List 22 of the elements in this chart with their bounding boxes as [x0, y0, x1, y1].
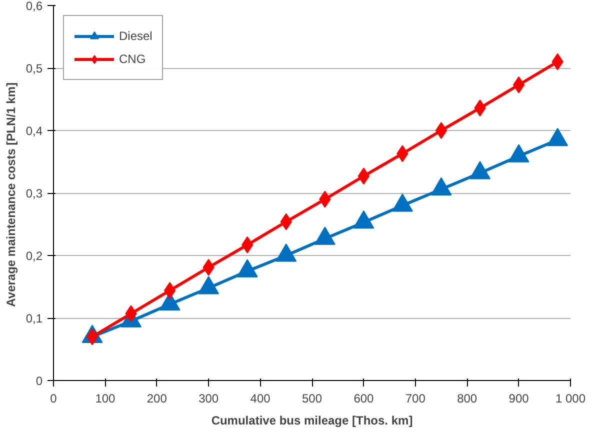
- x-tick-label: 0: [50, 392, 58, 406]
- legend-label: Diesel: [119, 29, 152, 43]
- x-tick-label: 1 000: [555, 392, 586, 406]
- x-tick-label: 100: [95, 392, 116, 406]
- x-axis-title: Cumulative bus mileage [Thos. km]: [211, 414, 413, 428]
- legend-label: CNG: [119, 52, 146, 66]
- x-tick-label: 900: [508, 392, 530, 406]
- x-tick-label: 800: [457, 392, 478, 406]
- x-tick-label: 500: [302, 392, 322, 406]
- x-tick-label: 600: [354, 392, 374, 406]
- x-tick-label: 400: [250, 392, 271, 406]
- y-tick-label: 0: [36, 374, 43, 388]
- y-tick-label: 0,4: [26, 124, 43, 138]
- x-tick-label: 700: [405, 392, 426, 406]
- y-tick-label: 0,3: [26, 186, 43, 200]
- y-tick-label: 0,5: [26, 62, 43, 76]
- y-tick-label: 0,6: [26, 0, 43, 13]
- x-tick-label: 300: [198, 392, 219, 406]
- y-tick-label: 0,2: [26, 249, 43, 263]
- x-tick-label: 200: [146, 392, 168, 406]
- y-axis-title: Average maintenance costs [PLN/1 km]: [4, 82, 18, 307]
- y-tick-label: 0,1: [26, 312, 43, 326]
